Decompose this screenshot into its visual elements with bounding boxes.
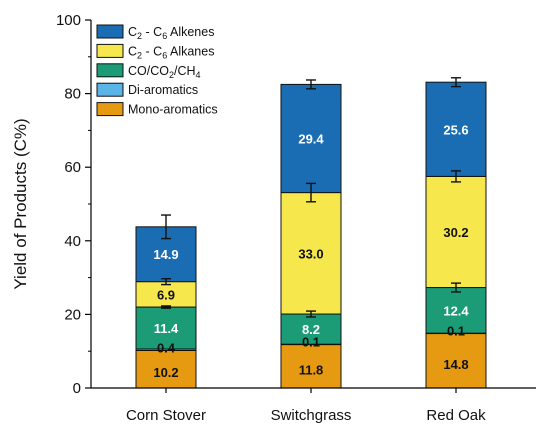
bar-value-label: 11.8 [299,362,324,377]
x-tick-label: Red Oak [426,407,486,424]
error-bar [306,182,316,203]
error-bar [451,282,461,293]
legend-item: CO/CO2/CH4 [96,63,201,80]
error-bar [161,278,171,286]
bar-value-label: 11.4 [154,321,179,336]
x-tick-label: Switchgrass [271,407,352,424]
legend-label: Mono-aromatics [128,103,218,117]
bar-value-label: 14.8 [443,357,468,372]
axes-layer: 0 20 40 60 80 100 Corn Stover Switchgrass Red Oa… [56,12,536,424]
bar-value-label: 29.4 [298,131,324,146]
error-bar [306,79,316,90]
bar-segment [425,287,487,334]
legend: C2 - C6 Alkenes C2 - C6 Alkanes CO/CO2/CH4… [96,24,218,117]
bar-value-label: 6.9 [157,287,175,302]
y-tick-label: 80 [64,86,81,103]
x-tick-label: Corn Stover [126,407,206,424]
y-tick-label: 60 [64,159,81,176]
legend-swatch [96,102,124,117]
error-bar [161,214,171,240]
bar-value-label: 33.0 [298,246,323,261]
error-bar [451,77,461,88]
bar-segment [135,281,197,308]
bar-segment [135,349,197,389]
legend-item: C2 - C6 Alkanes [96,43,214,60]
bar-value-label: 0.4 [157,340,176,355]
legend-label: CO/CO2/CH4 [128,64,201,80]
legend-swatch [96,63,124,78]
y-tick-label: 100 [56,12,81,29]
legend-item: Di-aromatics [96,82,198,97]
bar-segment [425,333,487,389]
y-tick-label: 20 [64,306,81,323]
legend-swatch [96,24,124,39]
bar-value-label: 25.6 [443,122,468,137]
y-tick-label: 0 [73,380,81,397]
bars-layer: 10.20.411.46.914.911.80.18.233.029.414.8… [135,77,487,389]
legend-label: C2 - C6 Alkenes [128,25,214,41]
bar-value-label: 10.2 [153,365,178,380]
bar-segment [135,306,197,350]
error-bar [306,310,316,318]
error-bar [451,170,461,183]
bar-segment [425,81,487,177]
bar-value-label: 30.2 [443,225,468,240]
legend-item: C2 - C6 Alkenes [96,24,214,41]
bar-segment [425,175,487,289]
bar-value-label: 12.4 [443,303,469,318]
legend-swatch [96,82,124,97]
y-axis-label: Yield of Products (C%) [11,118,30,289]
legend-label: Di-aromatics [128,83,198,97]
bar-segment [280,192,342,315]
bar-value-label: 0.1 [447,324,465,339]
y-tick-label: 40 [64,233,81,250]
error-bar [161,305,171,309]
bar-value-label: 0.1 [302,335,320,350]
legend-item: Mono-aromatics [96,102,218,117]
legend-label: C2 - C6 Alkanes [128,44,214,60]
bar-segment [280,344,342,389]
bar-value-label: 8.2 [302,322,320,337]
legend-swatch [96,43,124,58]
bar-value-label: 14.9 [153,247,178,262]
